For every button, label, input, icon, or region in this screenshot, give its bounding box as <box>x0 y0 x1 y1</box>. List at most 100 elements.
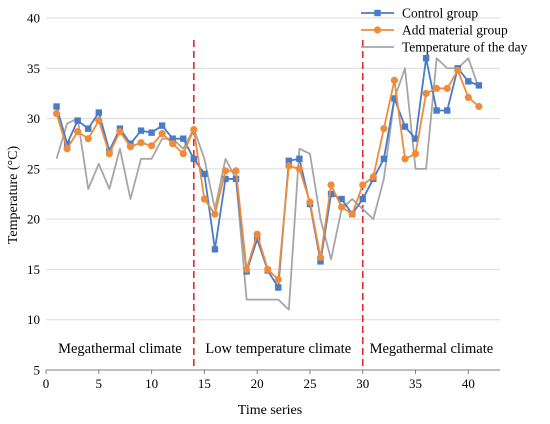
data-point-control-group <box>422 55 430 62</box>
data-point-control-group <box>253 236 261 243</box>
data-point-control-group <box>85 125 92 132</box>
y-tick-label: 10 <box>27 312 40 327</box>
region-labels: Megathermal climate Low temperature clima… <box>58 341 493 357</box>
data-point-add-material-group <box>116 128 124 136</box>
series-line-control-group <box>55 57 480 289</box>
data-point-add-material-group <box>274 275 282 284</box>
data-point-control-group <box>475 82 483 89</box>
data-point-add-material-group <box>464 93 472 102</box>
series-layer <box>52 55 483 311</box>
data-point-add-material-group <box>243 265 251 274</box>
x-tick-label: 5 <box>96 376 103 391</box>
data-point-add-material-group <box>95 116 103 125</box>
data-point-add-material-group <box>137 139 145 147</box>
data-point-control-group <box>359 195 366 203</box>
data-point-add-material-group <box>380 125 388 133</box>
y-tick-label: 30 <box>27 111 40 126</box>
legend-marker <box>373 26 382 34</box>
x-tick-label: 10 <box>145 376 158 391</box>
region-label: Megathermal climate <box>370 341 494 357</box>
region-label: Megathermal climate <box>58 341 182 357</box>
data-point-add-material-group <box>169 140 177 148</box>
legend-marker <box>374 9 381 17</box>
y-axis-title: Temperature (°C) <box>6 146 21 245</box>
data-point-add-material-group <box>359 181 367 189</box>
data-point-control-group <box>180 135 187 142</box>
data-point-control-group <box>380 155 388 162</box>
x-tick-label: 25 <box>303 376 316 391</box>
data-point-add-material-group <box>338 203 346 211</box>
y-tick-label: 5 <box>34 363 41 378</box>
data-point-control-group <box>148 129 155 136</box>
data-point-control-group <box>158 122 166 129</box>
y-tick-label: 25 <box>27 161 40 176</box>
data-point-control-group <box>327 190 335 198</box>
data-point-add-material-group <box>316 253 325 261</box>
data-point-add-material-group <box>74 128 82 136</box>
data-point-control-group <box>74 117 81 124</box>
data-point-add-material-group <box>52 109 61 118</box>
data-point-control-group <box>169 135 176 142</box>
data-point-add-material-group <box>285 162 293 170</box>
legend-label: Add material group <box>402 23 508 38</box>
x-tick-label: 40 <box>462 376 475 391</box>
x-tick-label: 30 <box>356 376 369 391</box>
data-point-control-group <box>201 170 208 178</box>
data-point-control-group <box>211 246 219 253</box>
data-point-add-material-group <box>200 195 208 203</box>
y-tick-label: 40 <box>27 11 40 26</box>
data-point-add-material-group <box>221 167 230 175</box>
data-point-control-group <box>285 157 293 165</box>
data-point-control-group <box>296 155 303 162</box>
data-point-add-material-group <box>411 150 420 158</box>
data-point-add-material-group <box>63 145 71 153</box>
data-point-add-material-group <box>433 84 441 92</box>
data-point-add-material-group <box>369 173 377 181</box>
data-point-add-material-group <box>105 150 113 158</box>
data-point-control-group <box>190 155 198 162</box>
data-point-control-group <box>63 140 71 147</box>
data-point-control-group <box>317 258 324 265</box>
data-point-add-material-group <box>390 76 399 84</box>
data-point-add-material-group <box>126 143 135 151</box>
x-axis-title: Time series <box>238 403 302 418</box>
x-tick-label: 35 <box>409 376 422 391</box>
y-tick-label: 20 <box>27 212 40 227</box>
x-tick-label: 20 <box>251 376 264 391</box>
data-point-add-material-group <box>295 165 303 173</box>
series-line-temperature-of-the-day <box>55 57 480 311</box>
data-point-add-material-group <box>147 142 156 150</box>
x-tick-label: 15 <box>198 376 211 391</box>
series-line-add-material-group <box>55 69 480 281</box>
data-point-control-group <box>391 95 398 102</box>
data-point-add-material-group <box>348 210 356 218</box>
data-point-control-group <box>465 78 472 85</box>
data-point-add-material-group <box>443 84 451 92</box>
x-tick-label: 0 <box>43 376 50 391</box>
legend-label: Control group <box>402 6 478 21</box>
data-point-add-material-group <box>401 155 409 163</box>
y-tick-label: 35 <box>27 61 40 76</box>
data-point-add-material-group <box>158 130 166 138</box>
data-point-control-group <box>53 103 60 110</box>
data-point-add-material-group <box>306 198 314 206</box>
climate-dividers <box>193 40 364 370</box>
data-point-add-material-group <box>179 150 187 158</box>
data-point-add-material-group <box>264 265 272 274</box>
data-point-add-material-group <box>232 167 240 175</box>
legend: Control group Add material group Temperatu… <box>361 6 528 55</box>
data-point-add-material-group <box>327 181 335 189</box>
data-point-control-group <box>412 135 419 142</box>
data-point-control-group <box>95 109 102 116</box>
data-point-control-group <box>444 107 451 114</box>
data-point-control-group <box>275 284 282 291</box>
region-label: Low temperature climate <box>205 341 351 357</box>
data-point-add-material-group <box>422 89 430 98</box>
data-point-control-group <box>137 127 145 134</box>
data-point-add-material-group <box>253 230 261 238</box>
data-point-control-group <box>433 107 440 114</box>
data-point-control-group <box>401 123 409 130</box>
legend-label: Temperature of the day <box>402 40 528 55</box>
